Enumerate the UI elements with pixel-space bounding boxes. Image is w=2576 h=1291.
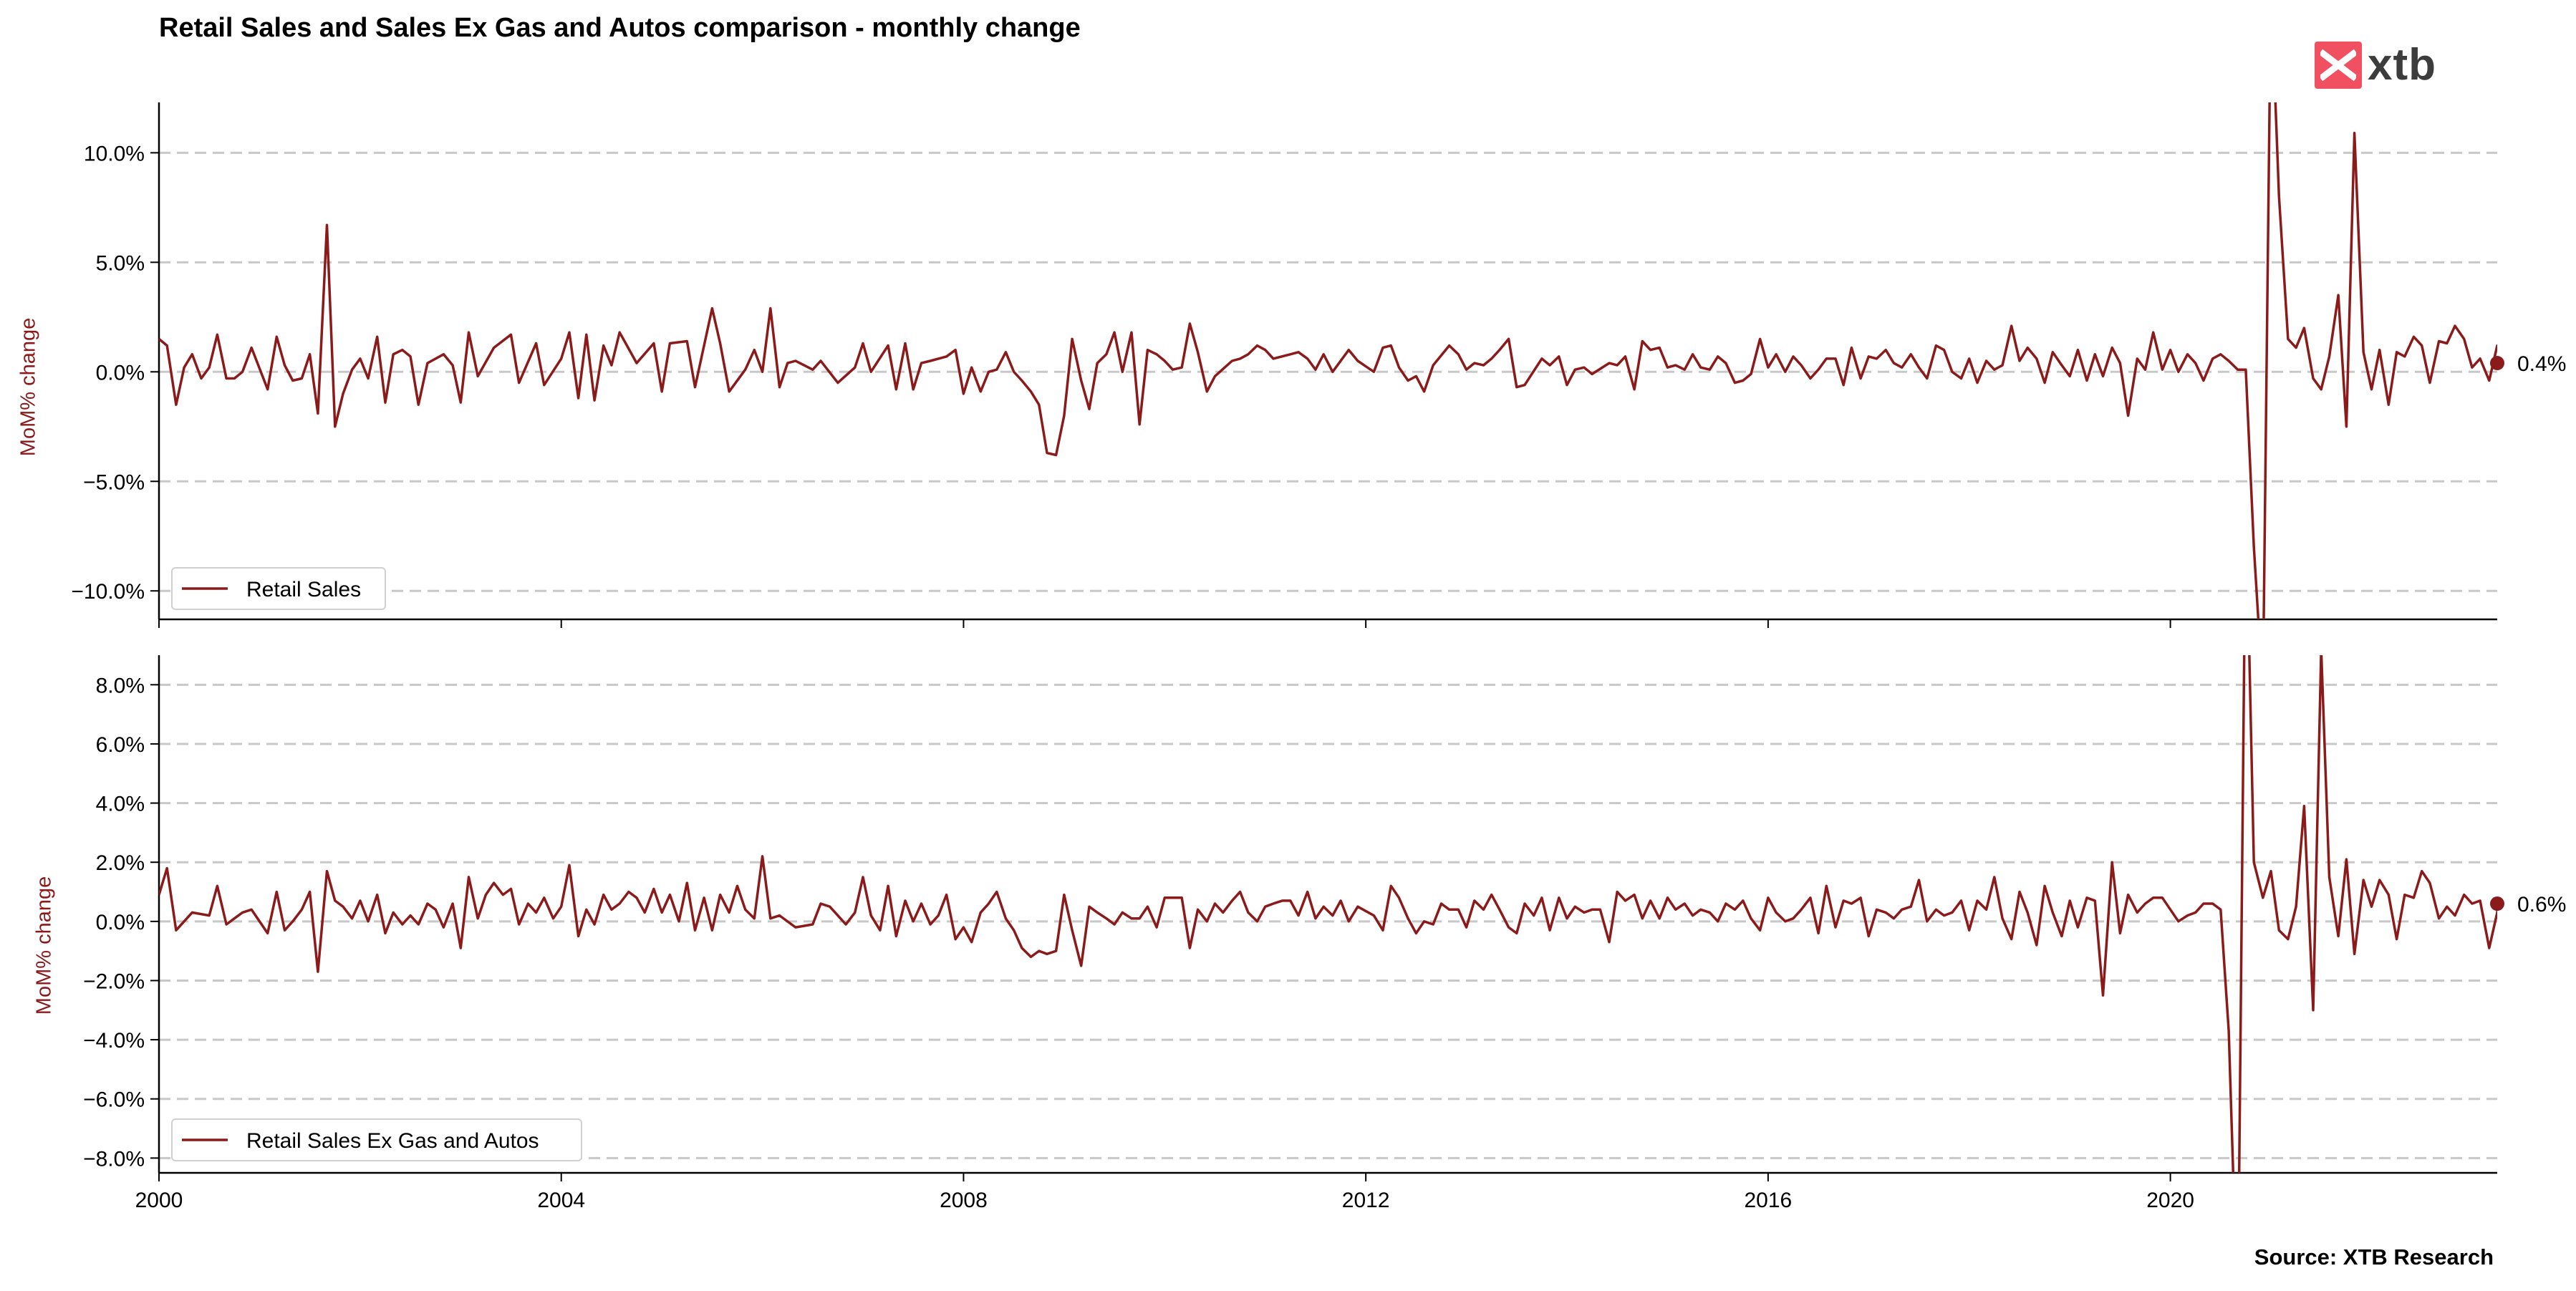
top-ytick-label: −10.0% — [71, 580, 145, 604]
x-tick-label: 2000 — [135, 1189, 183, 1212]
x-tick-label: 2012 — [1342, 1189, 1390, 1212]
top-ytick-label: 5.0% — [96, 251, 145, 275]
xtb-logo-text: xtb — [2368, 40, 2436, 90]
bottom-last-value-dot — [2490, 896, 2504, 912]
bottom-ytick-label: −8.0% — [83, 1147, 145, 1171]
top-ytick-label: −5.0% — [83, 470, 145, 494]
x-tick-label: 2020 — [2146, 1189, 2194, 1212]
bottom-ytick-label: −6.0% — [83, 1088, 145, 1112]
bottom-ytick-label: −4.0% — [83, 1029, 145, 1053]
top-legend-box — [171, 567, 386, 610]
bottom-ytick-label: −2.0% — [83, 970, 145, 993]
source-note: Source: XTB Research — [2254, 1244, 2494, 1270]
top-last-value-label: 0.4% — [2517, 352, 2566, 376]
top-series-line — [159, 102, 2497, 619]
top-ytick-label: 10.0% — [84, 142, 145, 165]
x-tick-label: 2004 — [537, 1189, 585, 1212]
top-last-value-dot — [2490, 356, 2504, 371]
bottom-ytick-label: 4.0% — [96, 793, 145, 816]
bottom-ytick-label: 2.0% — [96, 851, 145, 875]
top-legend-label: Retail Sales — [246, 578, 361, 601]
bottom-legend-label: Retail Sales Ex Gas and Autos — [246, 1129, 539, 1153]
xtb-logo-mark-icon — [2315, 41, 2362, 89]
x-tick-label: 2008 — [940, 1189, 988, 1212]
bottom-ytick-label: 6.0% — [96, 733, 145, 757]
chart-title: Retail Sales and Sales Ex Gas and Autos … — [159, 13, 1081, 43]
bottom-ytick-label: 0.0% — [96, 911, 145, 934]
top-ytick-label: 0.0% — [96, 361, 145, 385]
xtb-logo: xtb — [2315, 39, 2436, 90]
bottom-ytick-label: 8.0% — [96, 674, 145, 697]
bottom-series-line — [159, 655, 2497, 1173]
bottom-last-value-label: 0.6% — [2517, 893, 2566, 917]
bottom-legend-box — [171, 1118, 582, 1161]
x-tick-label: 2016 — [1745, 1189, 1793, 1212]
